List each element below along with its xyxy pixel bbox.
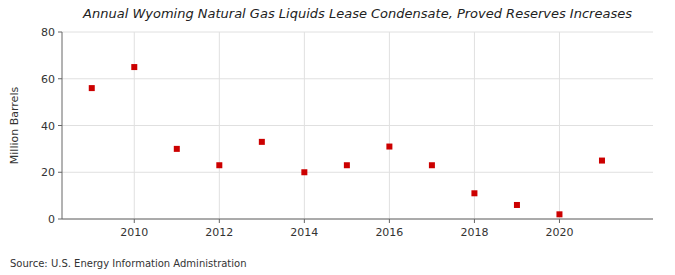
x-grid-line (134, 32, 135, 219)
chart-svg: 0 20 40 60 80 2010 2012 2014 2016 2018 2020 Annual … (0, 0, 675, 275)
x-tick-label: 2016 (375, 226, 403, 239)
point (259, 139, 265, 145)
x-tick-label: 2018 (460, 226, 488, 239)
x-tick (474, 219, 475, 223)
x-grid-line (304, 32, 305, 219)
y-tick-label: 60 (41, 73, 55, 86)
point (301, 169, 307, 175)
grid (62, 32, 653, 219)
title: Annual Wyoming Natural Gas Liquids Lease… (82, 6, 632, 21)
y-tick (58, 125, 62, 126)
point (131, 64, 137, 70)
chart-container: 0 20 40 60 80 2010 2012 2014 2016 2018 2020 Annual … (0, 0, 675, 275)
x-tick (389, 219, 390, 223)
x-tick (304, 219, 305, 223)
x-axis-line (62, 219, 653, 220)
x-tick-label: 2012 (205, 226, 233, 239)
x-tick (219, 219, 220, 223)
y-tick-label: 0 (48, 213, 55, 226)
y-tick-label: 80 (41, 26, 55, 39)
y-tick (58, 78, 62, 79)
y-axis-label: Million Barrels (8, 87, 21, 165)
x-grid-line (559, 32, 560, 219)
x-tick-label: 2010 (120, 226, 148, 239)
x-tick-label: 2014 (290, 226, 318, 239)
x-grid-line (389, 32, 390, 219)
point (344, 162, 350, 168)
point (429, 162, 435, 168)
x-tick (134, 219, 135, 223)
y-grid-line (62, 78, 653, 79)
point (599, 158, 605, 164)
point (514, 202, 520, 208)
y-grid-line (62, 32, 653, 33)
x-tick-label: 2020 (545, 226, 573, 239)
source-note: Source: U.S. Energy Information Administ… (10, 258, 247, 269)
point (89, 85, 95, 91)
point (556, 211, 562, 217)
y-grid-line (62, 172, 653, 173)
y-tick (58, 172, 62, 173)
y-tick-label: 20 (41, 166, 55, 179)
point (216, 162, 222, 168)
y-grid-line (62, 125, 653, 126)
point (174, 146, 180, 152)
points (89, 64, 605, 217)
point (471, 190, 477, 196)
x-grid-line (219, 32, 220, 219)
y-tick-label: 40 (41, 120, 55, 133)
y-grid-line (62, 219, 653, 220)
y-tick (58, 32, 62, 33)
y-tick (58, 219, 62, 220)
point (386, 144, 392, 150)
x-tick (559, 219, 560, 223)
